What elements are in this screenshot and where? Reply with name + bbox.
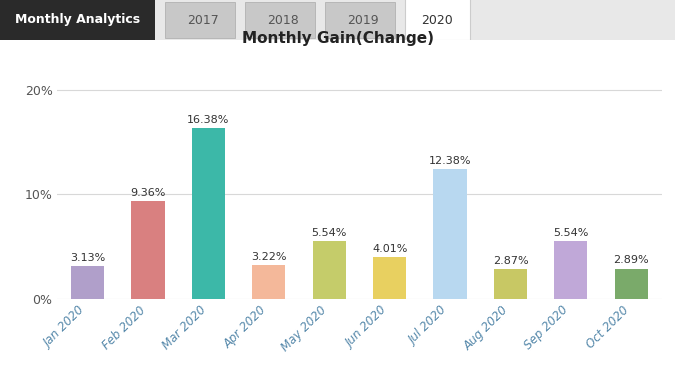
Text: 3.13%: 3.13% bbox=[70, 253, 105, 263]
Bar bbox=[313, 241, 346, 299]
Bar bbox=[132, 201, 165, 299]
Text: Monthly Analytics: Monthly Analytics bbox=[15, 13, 140, 26]
Text: 5.54%: 5.54% bbox=[312, 228, 347, 238]
Text: 2.87%: 2.87% bbox=[493, 255, 529, 266]
Bar bbox=[71, 266, 104, 299]
Bar bbox=[615, 268, 648, 299]
Text: 16.38%: 16.38% bbox=[187, 115, 230, 124]
Bar bbox=[192, 128, 225, 299]
Text: 3.22%: 3.22% bbox=[251, 252, 287, 262]
Text: 2017: 2017 bbox=[186, 13, 219, 26]
Bar bbox=[165, 2, 235, 38]
Text: 2018: 2018 bbox=[267, 13, 298, 26]
Text: 2.89%: 2.89% bbox=[614, 255, 649, 265]
Bar bbox=[405, 0, 470, 40]
Bar bbox=[433, 169, 466, 299]
Text: 5.54%: 5.54% bbox=[554, 228, 589, 238]
Bar bbox=[0, 0, 155, 40]
Bar bbox=[245, 2, 315, 38]
Text: 2020: 2020 bbox=[422, 13, 454, 26]
Text: 9.36%: 9.36% bbox=[130, 188, 165, 198]
Bar bbox=[252, 265, 286, 299]
Bar bbox=[325, 2, 395, 38]
Text: Monthly Gain(Change): Monthly Gain(Change) bbox=[242, 31, 433, 46]
Text: 4.01%: 4.01% bbox=[372, 244, 407, 254]
Text: 2019: 2019 bbox=[347, 13, 378, 26]
Bar bbox=[554, 241, 587, 299]
Text: 12.38%: 12.38% bbox=[429, 156, 471, 166]
Bar bbox=[494, 269, 527, 299]
Bar bbox=[373, 257, 406, 299]
